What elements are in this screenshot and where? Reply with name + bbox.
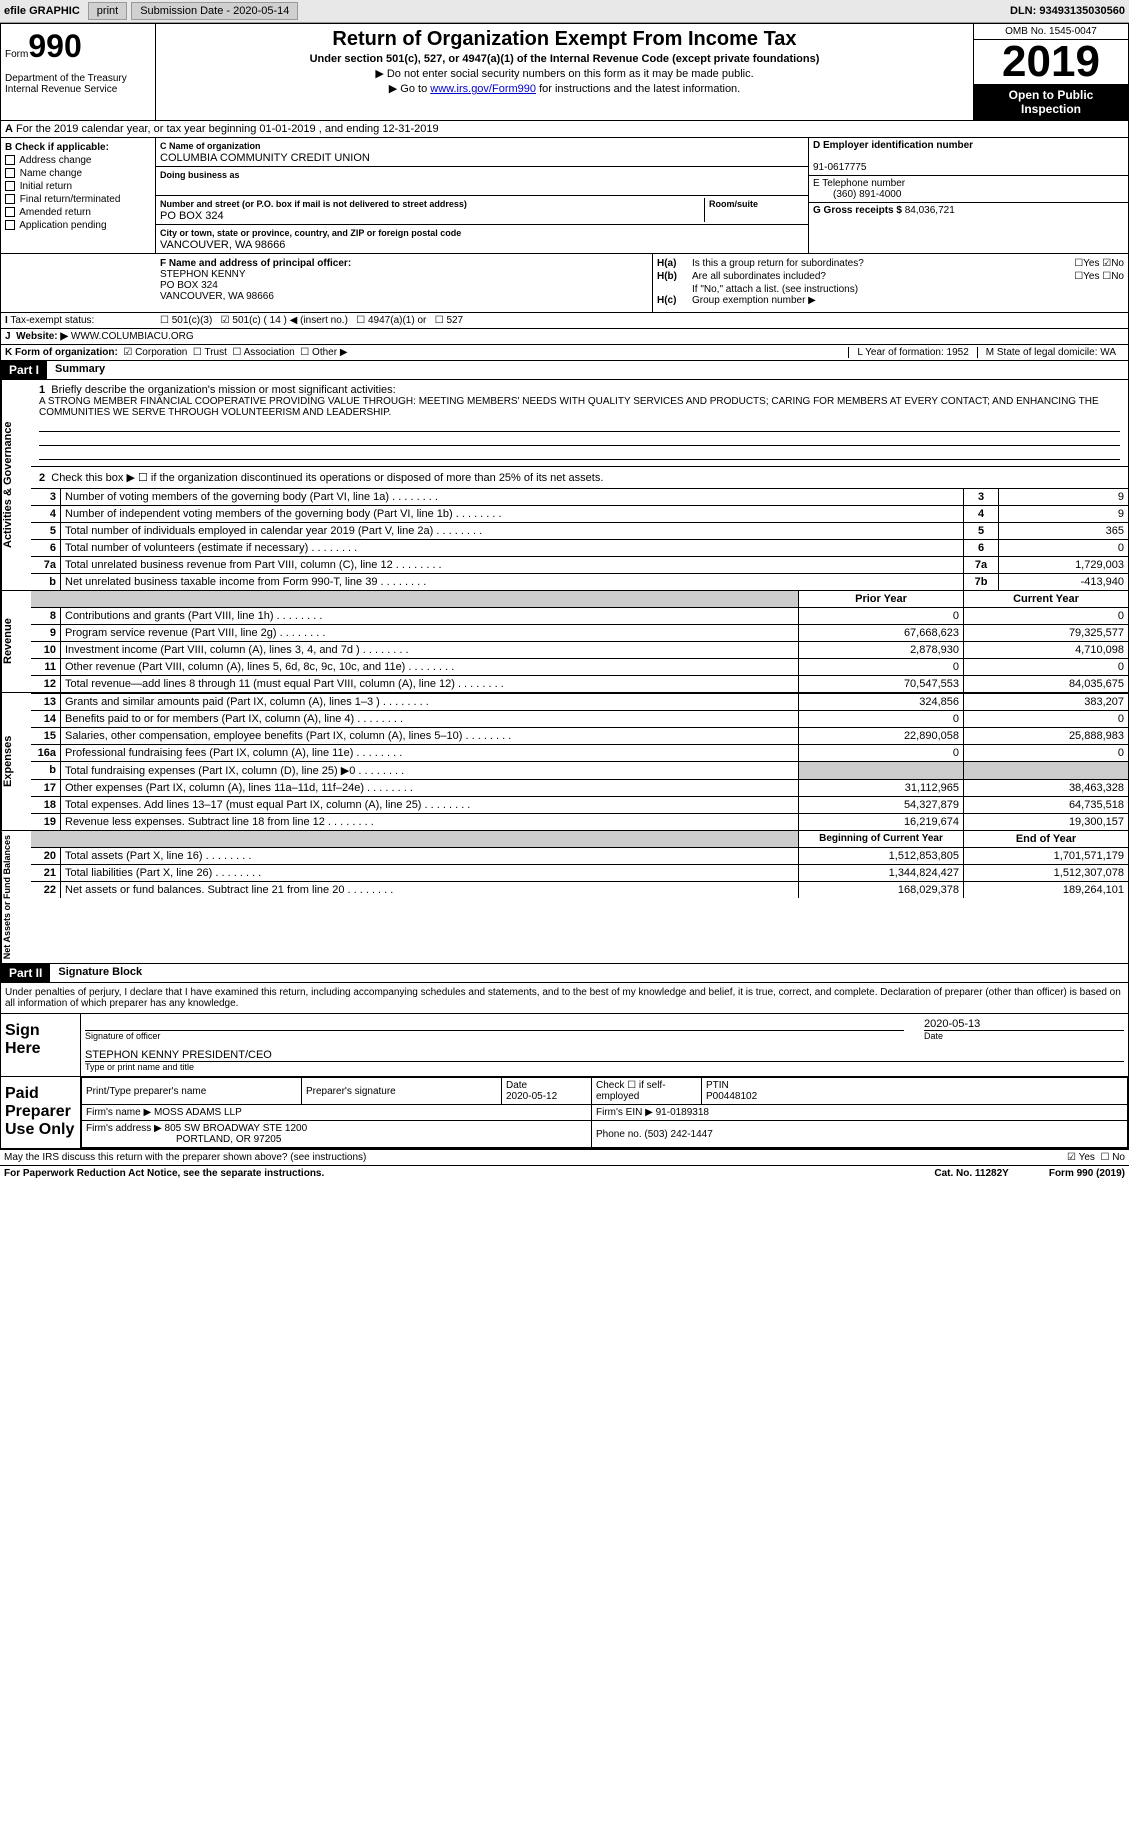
paid-preparer-row: Paid Preparer Use Only Print/Type prepar… [0,1077,1129,1149]
prep-phone: (503) 242-1447 [644,1129,712,1140]
open-inspection: Open to Public Inspection [974,84,1128,120]
declaration: Under penalties of perjury, I declare th… [0,983,1129,1014]
topbar: efile GRAPHIC print Submission Date - 20… [0,0,1129,23]
col-c: C Name of organizationCOLUMBIA COMMUNITY… [156,138,808,253]
revenue-section: Revenue Prior Year Current Year 8Contrib… [0,591,1129,693]
address: PO BOX 324 [160,210,224,222]
net-assets-section: Net Assets or Fund Balances Beginning of… [0,831,1129,964]
dept-text: Department of the Treasury Internal Reve… [5,73,151,95]
phone: (360) 891-4000 [833,189,901,200]
instr1: ▶ Do not enter social security numbers o… [160,67,969,80]
gross-receipts: 84,036,721 [905,205,955,216]
dln-text: DLN: 93493135030560 [1010,5,1125,17]
website: WWW.COLUMBIACU.ORG [71,331,194,342]
row-a: A For the 2019 calendar year, or tax yea… [0,121,1129,138]
section-f-h: F Name and address of principal officer:… [0,254,1129,313]
form-title: Return of Organization Exempt From Incom… [160,28,969,51]
preparer-table: Print/Type preparer's name Preparer's si… [81,1077,1128,1148]
mission-text: A STRONG MEMBER FINANCIAL COOPERATIVE PR… [39,396,1120,418]
firm-ein: 91-0189318 [656,1107,709,1118]
tax-year: 2019 [974,40,1128,84]
col-h: H(a)Is this a group return for subordina… [653,254,1128,312]
part2-header: Part II Signature Block [0,964,1129,983]
efile-label: efile GRAPHIC [4,5,80,17]
firm-name: MOSS ADAMS LLP [154,1107,242,1118]
form-header: Form990 Department of the Treasury Inter… [0,23,1129,121]
col-d-e-g: D Employer identification number91-06177… [808,138,1128,253]
org-name: COLUMBIA COMMUNITY CREDIT UNION [160,152,370,164]
form-prefix: Form [5,49,28,60]
row-k: K Form of organization: ☑ Corporation ☐ … [0,345,1129,361]
year-formation: L Year of formation: 1952 [848,347,976,358]
print-button[interactable]: print [88,2,127,20]
col-b: B Check if applicable: Address change Na… [1,138,156,253]
officer-printed: STEPHON KENNY PRESIDENT/CEO [85,1049,1124,1061]
discuss-row: May the IRS discuss this return with the… [0,1149,1129,1165]
form-subtitle: Under section 501(c), 527, or 4947(a)(1)… [160,53,969,65]
sign-here-row: Sign Here Signature of officer 2020-05-1… [0,1014,1129,1077]
ein: 91-0617775 [813,162,866,173]
part1-header: Part I Summary [0,361,1129,380]
activities-governance: Activities & Governance 1 Briefly descri… [0,380,1129,591]
footer: For Paperwork Reduction Act Notice, see … [0,1165,1129,1181]
submission-button[interactable]: Submission Date - 2020-05-14 [131,2,298,20]
row-j: J Website: ▶ WWW.COLUMBIACU.ORG [0,329,1129,345]
city: VANCOUVER, WA 98666 [160,239,285,251]
irs-link[interactable]: www.irs.gov/Form990 [430,83,536,95]
officer-name: STEPHON KENNY [160,269,246,280]
section-b-to-g: B Check if applicable: Address change Na… [0,138,1129,254]
instr2: ▶ Go to www.irs.gov/Form990 for instruct… [160,82,969,95]
col-f: F Name and address of principal officer:… [156,254,653,312]
ptin: P00448102 [706,1091,757,1102]
expenses-section: Expenses 13Grants and similar amounts pa… [0,693,1129,831]
state-domicile: M State of legal domicile: WA [977,347,1124,358]
row-i: I Tax-exempt status: ☐ 501(c)(3) ☑ 501(c… [0,313,1129,329]
form-number: 990 [28,28,81,64]
